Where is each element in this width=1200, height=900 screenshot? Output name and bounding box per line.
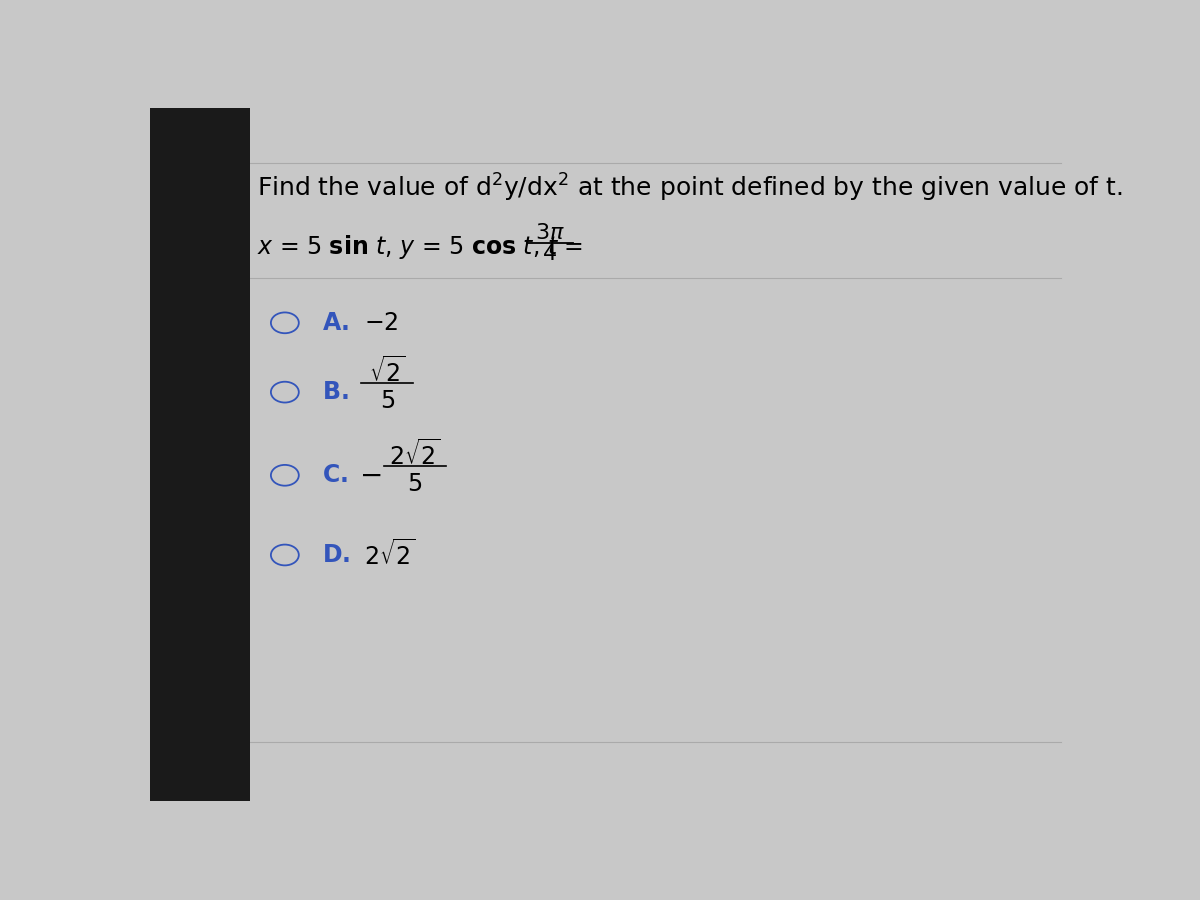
FancyBboxPatch shape xyxy=(150,108,251,801)
Text: $\mathbf{B.}$: $\mathbf{B.}$ xyxy=(322,380,348,404)
Text: Find the value of $\mathrm{d^2y/dx^2}$ at the point defined by the given value o: Find the value of $\mathrm{d^2y/dx^2}$ a… xyxy=(257,172,1122,203)
Text: $4$: $4$ xyxy=(542,244,557,264)
Text: $\sqrt{2}$: $\sqrt{2}$ xyxy=(368,356,406,387)
Text: $\mathbf{C.}$: $\mathbf{C.}$ xyxy=(322,464,348,487)
Text: $5$: $5$ xyxy=(379,389,395,413)
Text: $2\sqrt{2}$: $2\sqrt{2}$ xyxy=(389,439,440,470)
Text: $-$: $-$ xyxy=(359,462,382,490)
Text: $x$ = 5 $\mathbf{sin}$ $t$, $y$ = 5 $\mathbf{cos}$ $t$, $t$ =: $x$ = 5 $\mathbf{sin}$ $t$, $y$ = 5 $\ma… xyxy=(257,232,583,261)
Text: $2\sqrt{2}$: $2\sqrt{2}$ xyxy=(364,540,415,571)
Text: $\mathbf{A.}$: $\mathbf{A.}$ xyxy=(322,310,349,335)
Text: $5$: $5$ xyxy=(408,472,422,496)
Text: $3\pi$: $3\pi$ xyxy=(535,222,565,243)
Text: $-2$: $-2$ xyxy=(364,310,398,335)
Text: $\mathbf{D.}$: $\mathbf{D.}$ xyxy=(322,543,350,567)
